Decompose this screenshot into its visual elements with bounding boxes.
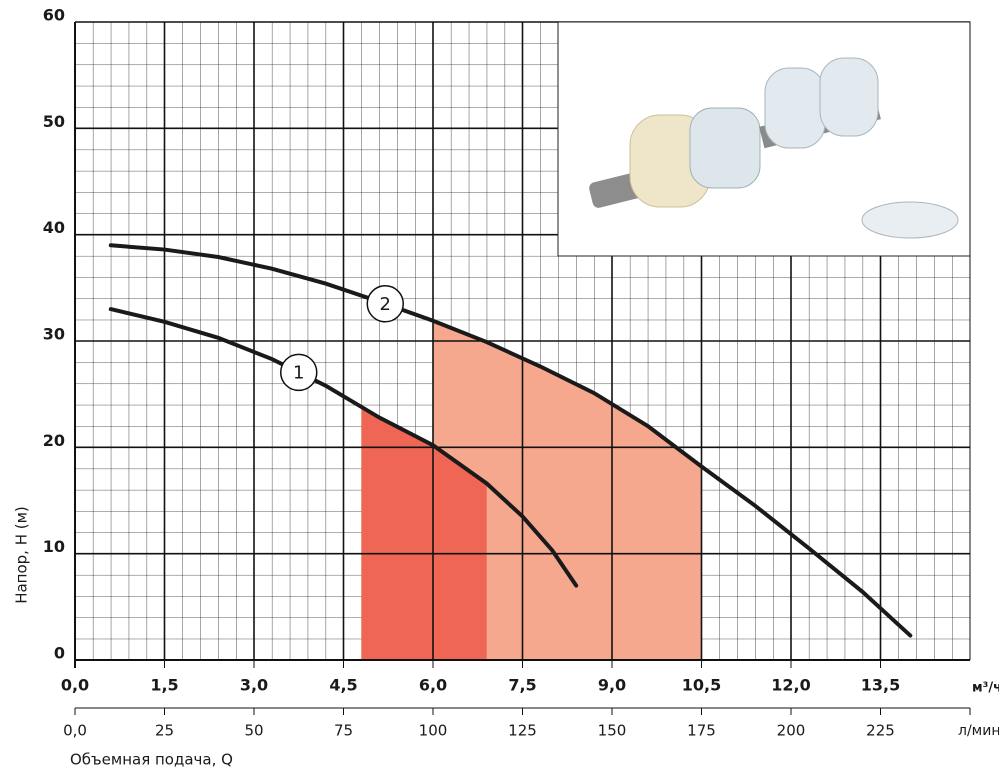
x-tick-label: 13,5 — [861, 676, 900, 695]
y-tick-label: 50 — [43, 112, 65, 131]
x-tick-label: 7,5 — [508, 676, 536, 695]
x2-tick-label: 25 — [155, 722, 174, 740]
y-axis-label: Напор, H (м) — [13, 506, 31, 604]
x-tick-label: 4,5 — [329, 676, 357, 695]
x2-tick-label: 150 — [598, 722, 627, 740]
x-tick-label: 9,0 — [598, 676, 626, 695]
x2-tick-label: 175 — [687, 722, 716, 740]
y-tick-label: 60 — [43, 6, 65, 25]
x2-unit: л/мин — [958, 723, 999, 739]
x-tick-label: 3,0 — [240, 676, 268, 695]
y-tick-label: 30 — [43, 325, 65, 344]
x-tick-label: 0,0 — [61, 676, 89, 695]
x-tick-label: 10,5 — [682, 676, 721, 695]
x-tick-label: 1,5 — [150, 676, 178, 695]
curve — [108, 243, 913, 638]
curve-label: 1 — [293, 362, 304, 383]
x-tick-label: 6,0 — [419, 676, 447, 695]
shaded-range — [433, 320, 702, 660]
x-unit: м³/ч — [972, 681, 999, 696]
x2-tick-label: 100 — [419, 722, 448, 740]
y-tick-label: 40 — [43, 218, 65, 237]
x2-tick-label: 50 — [244, 722, 263, 740]
shaded-range — [361, 406, 487, 660]
x2-tick-label: 0,0 — [63, 722, 87, 740]
x-axis-label: Объемная подача, Q — [70, 751, 233, 769]
x-tick-label: 12,0 — [771, 676, 810, 695]
y-tick-label: 0 — [54, 644, 65, 663]
x2-tick-label: 200 — [777, 722, 806, 740]
x2-tick-label: 225 — [866, 722, 895, 740]
curve-label-badge — [280, 353, 318, 392]
x2-tick-label: 75 — [334, 722, 353, 740]
x2-tick-label: 125 — [508, 722, 537, 740]
curve-label-badge — [366, 285, 405, 323]
curve-label: 2 — [380, 294, 391, 315]
curve — [108, 307, 579, 588]
product-photo — [557, 21, 971, 257]
y-tick-label: 20 — [43, 431, 65, 450]
y-tick-label: 10 — [43, 537, 65, 556]
